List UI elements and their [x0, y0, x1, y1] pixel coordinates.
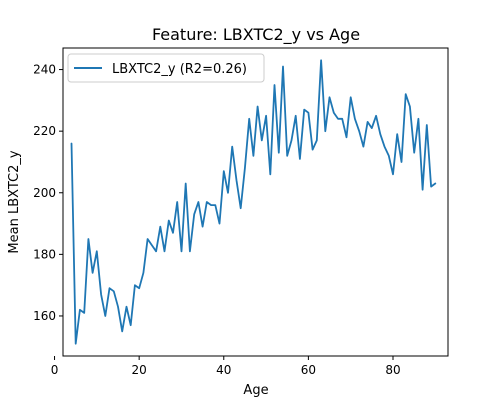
x-axis-ticks: 0 20 40 60 80 [51, 356, 401, 377]
y-tick-label: 160 [33, 309, 56, 323]
x-tick-label: 0 [51, 363, 59, 377]
y-tick-label: 220 [33, 124, 56, 138]
y-tick-label: 200 [33, 186, 56, 200]
legend-label: LBXTC2_y (R2=0.26) [112, 62, 247, 77]
y-axis-ticks: 160 180 200 220 240 [33, 63, 63, 323]
series-line [72, 60, 436, 343]
y-tick-label: 240 [33, 63, 56, 77]
x-tick-label: 40 [216, 363, 231, 377]
x-tick-label: 20 [132, 363, 147, 377]
y-axis-label: Mean LBXTC2_y [7, 150, 22, 253]
x-tick-label: 60 [301, 363, 316, 377]
chart-title: Feature: LBXTC2_y vs Age [152, 25, 360, 45]
series-layer [72, 60, 436, 343]
plot-frame [63, 48, 448, 356]
y-tick-label: 180 [33, 247, 56, 261]
x-axis-label: Age [243, 383, 268, 398]
x-tick-label: 80 [385, 363, 400, 377]
legend: LBXTC2_y (R2=0.26) [68, 54, 264, 82]
